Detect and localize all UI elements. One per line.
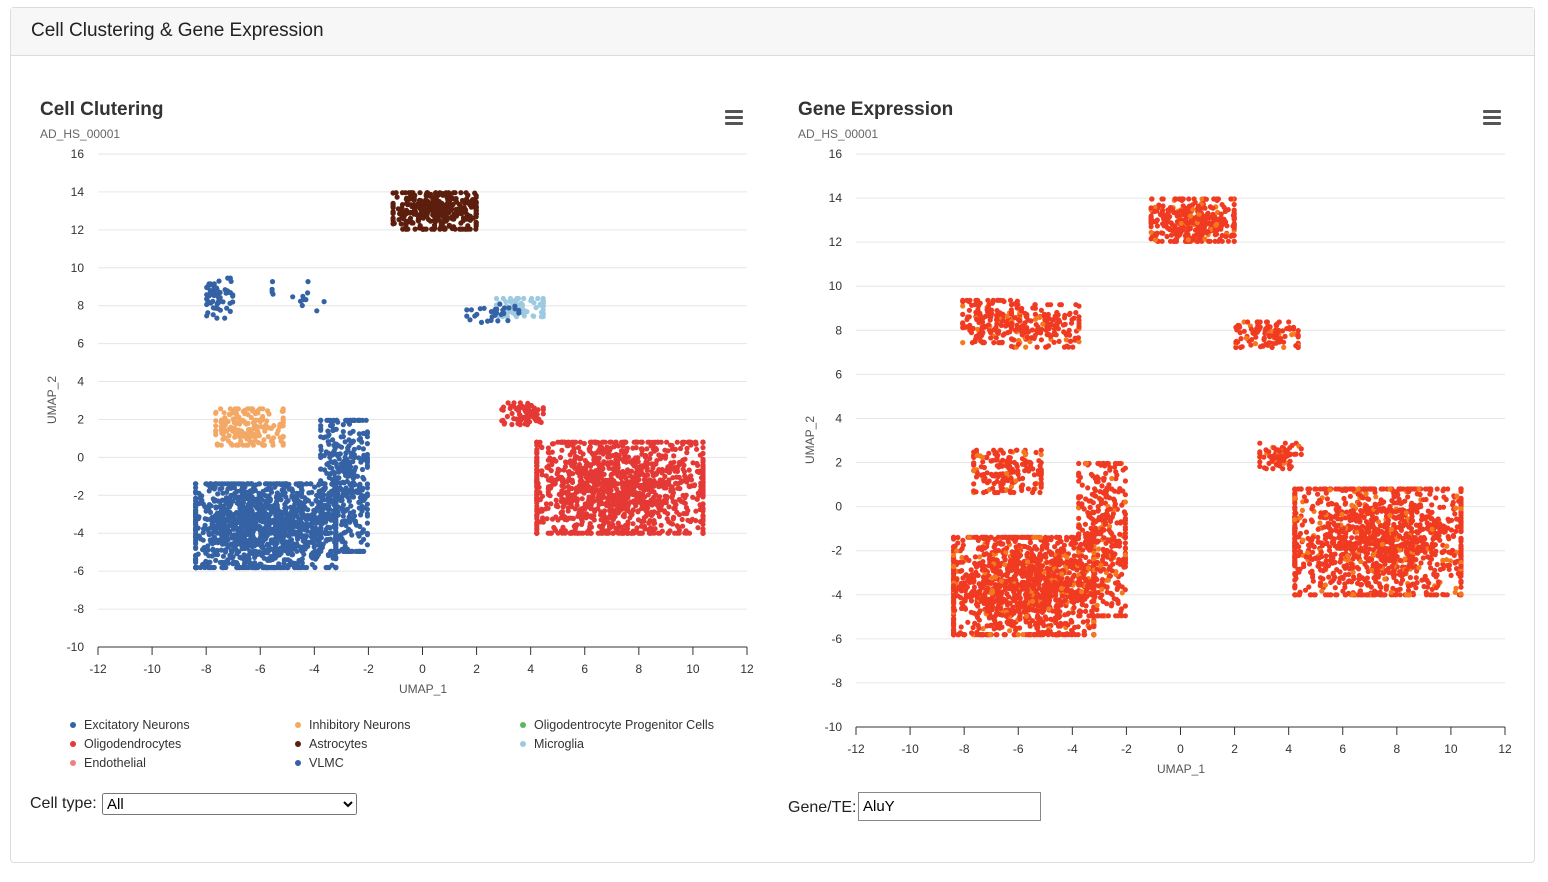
scatter-point (1004, 545, 1010, 551)
scatter-point (998, 534, 1005, 540)
hamburger-menu-icon-line (725, 116, 743, 119)
scatter-point (219, 541, 225, 547)
card-header: Cell Clustering & Gene Expression (11, 8, 1534, 56)
hamburger-menu-icon-line (725, 122, 743, 125)
scatter-point (1001, 554, 1007, 560)
scatter-point (1034, 615, 1040, 621)
scatter-point (965, 619, 971, 625)
scatter-point (1052, 592, 1059, 599)
scatter-point (208, 503, 214, 509)
scatter-point (960, 537, 966, 544)
cluster-chart-subtitle: AD_HS_00001 (40, 127, 121, 141)
scatter-point (1064, 534, 1070, 540)
scatter-point (1056, 615, 1062, 621)
scatter-point (1053, 534, 1059, 540)
scatter-point (972, 554, 979, 560)
scatter-point (973, 534, 979, 540)
hamburger-menu-icon (725, 110, 743, 113)
cluster-points (193, 190, 706, 571)
main-card: Cell Clustering & Gene Expression (10, 7, 1535, 863)
scatter-point (968, 598, 975, 604)
cluster-chart-menu-button[interactable] (725, 110, 743, 126)
page-title: Cell Clustering & Gene Expression (31, 20, 324, 41)
scatter-point (1027, 539, 1033, 546)
scatter-point (224, 489, 230, 495)
scatter-point (971, 584, 978, 590)
scatter-point (215, 491, 221, 497)
scatter-point (193, 544, 199, 551)
cluster-chart-title: Cell Clutering (40, 99, 164, 120)
scatter-point (1020, 632, 1026, 638)
scatter-point (1042, 614, 1048, 620)
expression-points (951, 196, 1464, 638)
scatter-point (1000, 541, 1006, 547)
scatter-point (951, 552, 957, 559)
scatter-point (234, 551, 240, 557)
scatter-point (1063, 587, 1069, 594)
scatter-point (968, 567, 974, 573)
scatter-point (1007, 628, 1013, 634)
